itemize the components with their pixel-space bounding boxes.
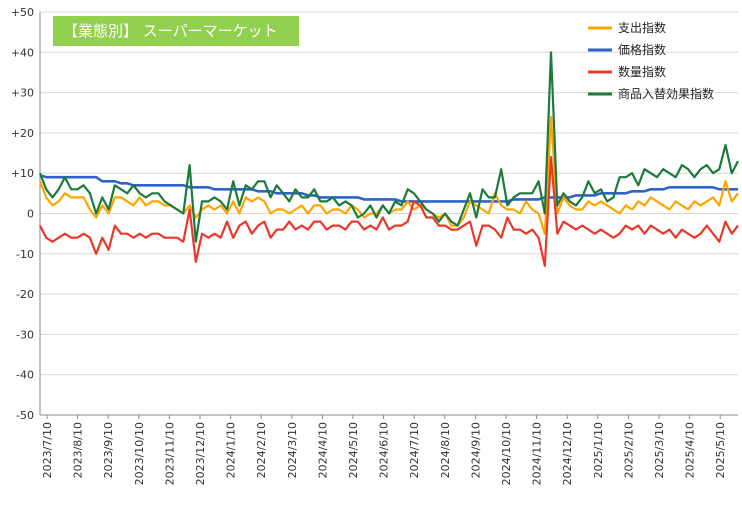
x-tick-label: 2024/10/10 — [500, 422, 513, 485]
x-tick-label: 2024/7/10 — [408, 422, 421, 478]
series-line-2 — [39, 156, 739, 267]
y-tick-label: -30 — [16, 328, 34, 341]
x-tick-label: 2024/12/10 — [561, 422, 574, 485]
x-tick-label: 2024/6/10 — [378, 422, 391, 478]
x-tick-label: 2023/12/10 — [194, 422, 207, 485]
x-axis-tick-labels: 2023/7/10 2023/8/10 2023/9/10 2023/10/10 202… — [41, 422, 727, 485]
x-tick-label: 2024/1/10 — [225, 422, 238, 478]
x-tick-label: 2025/2/10 — [622, 422, 635, 478]
legend-label: 支出指数 — [618, 20, 666, 35]
y-axis-tick-labels: +50 +40 +30 +20 +10 0 -10 -20 -30 -40 -50 — [11, 6, 34, 422]
x-tick-label: 2023/10/10 — [133, 422, 146, 485]
y-tick-label: 0 — [27, 208, 34, 221]
chart-title-text: 【業態別】 スーパーマーケット — [63, 22, 278, 40]
x-tick-label: 2025/4/10 — [684, 422, 697, 478]
y-tick-label: +50 — [11, 6, 34, 19]
axes — [39, 12, 738, 419]
legend-label: 価格指数 — [618, 42, 666, 57]
legend-label: 数量指数 — [618, 64, 666, 79]
chart-title-background — [53, 16, 299, 46]
x-tick-label: 2025/1/10 — [592, 422, 605, 478]
chart-title: 【業態別】 スーパーマーケット — [53, 16, 299, 46]
legend-label: 商品入替効果指数 — [618, 86, 714, 101]
x-tick-label: 2024/5/10 — [347, 422, 360, 478]
series-lines — [38, 51, 739, 267]
x-tick-label: 2024/2/10 — [255, 422, 268, 478]
y-tick-label: -40 — [16, 369, 34, 382]
x-tick-label: 2024/9/10 — [469, 422, 482, 478]
x-tick-label: 2023/9/10 — [102, 422, 115, 478]
y-tick-label: +40 — [11, 46, 34, 59]
x-tick-label: 2024/3/10 — [286, 422, 299, 478]
y-tick-label: +20 — [11, 127, 34, 140]
x-tick-label: 2023/11/10 — [163, 422, 176, 485]
y-tick-label: +30 — [11, 87, 34, 100]
series-line-3 — [38, 51, 739, 243]
x-tick-label: 2025/5/10 — [714, 422, 727, 478]
y-tick-label: -20 — [16, 288, 34, 301]
y-tick-label: +10 — [11, 167, 34, 180]
x-tick-label: 2024/4/10 — [316, 422, 329, 478]
series-line-1 — [39, 173, 738, 203]
x-tick-label: 2023/8/10 — [72, 422, 85, 478]
y-tick-label: -50 — [16, 409, 34, 422]
x-tick-label: 2024/8/10 — [439, 422, 452, 478]
x-tick-label: 2023/7/10 — [41, 422, 54, 478]
x-tick-label: 2024/11/10 — [531, 422, 544, 485]
y-tick-label: -10 — [16, 248, 34, 261]
x-tick-label: 2025/3/10 — [653, 422, 666, 478]
